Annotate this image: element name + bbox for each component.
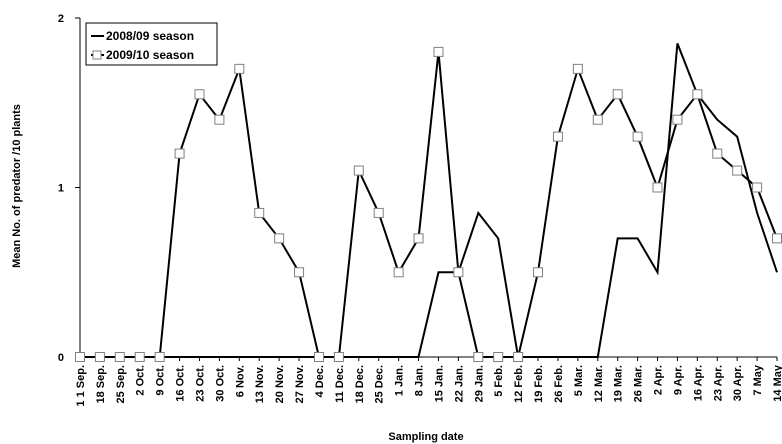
data-point-series-2 <box>174 148 185 159</box>
data-point-series-2 <box>313 352 324 362</box>
axes <box>75 17 778 361</box>
data-point-series-2 <box>752 182 763 193</box>
data-point-series-2 <box>194 89 205 100</box>
y-tick-label: 1 <box>58 183 64 195</box>
data-point-series-2 <box>75 352 85 362</box>
data-point-series-2 <box>154 352 165 362</box>
x-tick-label: 18 Dec. <box>354 365 366 404</box>
x-tick-label: 12 Feb. <box>513 365 525 403</box>
x-tick-label: 11 Dec. <box>334 365 346 403</box>
x-tick-label: 14 May <box>772 364 782 402</box>
y-tick-labels: 0 1 2 <box>58 13 64 364</box>
x-tick-label: 30 Apr. <box>732 365 744 401</box>
x-tick-label: 22 Jan. <box>453 365 465 402</box>
x-tick-label: 16 Apr. <box>692 365 704 401</box>
data-point-series-2 <box>94 352 105 362</box>
data-point-series-2 <box>592 114 603 125</box>
data-point-series-2 <box>473 352 484 362</box>
data-point-series-2 <box>353 165 364 176</box>
x-tick-label: 15 Jan. <box>433 365 445 402</box>
x-tick-label: 2 Apr. <box>653 365 665 395</box>
x-tick-label: 4 Dec. <box>314 365 326 397</box>
data-point-series-2 <box>572 63 583 74</box>
legend-label-series-1: 2008/09 season <box>106 29 194 43</box>
data-point-series-2 <box>114 352 125 362</box>
data-point-series-2 <box>692 89 703 100</box>
data-point-series-2 <box>413 233 424 244</box>
data-point-series-2 <box>134 352 145 362</box>
data-point-series-2 <box>373 207 384 218</box>
data-point-series-2 <box>254 207 265 218</box>
data-point-series-2 <box>652 182 663 193</box>
y-tick-label: 0 <box>58 352 64 364</box>
x-tick-label: 26 Feb. <box>553 365 565 403</box>
x-tick-label: 7 May <box>752 364 764 395</box>
x-tick-label: 30 Oct. <box>214 365 226 402</box>
x-tick-label: 20 Nov. <box>274 365 286 403</box>
x-tick-labels: 1 1 Sep. 18 Sep. 25 Sep. 2 Oct. 9 Oct. 16 Oct… <box>75 364 782 406</box>
x-tick-label: 1 Jan. <box>394 365 406 396</box>
x-tick-label: 5 Feb. <box>493 365 505 397</box>
series-line-1 <box>80 43 778 358</box>
x-tick-label: 9 Oct. <box>155 365 167 396</box>
data-point-series-2 <box>393 267 404 278</box>
x-tick-label: 29 Jan. <box>473 365 485 402</box>
x-tick-label: 18 Sep. <box>95 365 107 404</box>
data-point-series-2 <box>672 114 683 125</box>
data-point-series-2 <box>234 63 245 74</box>
x-tick-label: 6 Nov. <box>234 365 246 397</box>
x-tick-label: 25 Dec. <box>374 365 386 404</box>
series-line-2 <box>80 51 778 358</box>
y-axis-title: Mean No. of predator /10 plants <box>11 104 23 268</box>
data-point-series-2 <box>612 89 623 100</box>
data-point-series-2 <box>453 267 464 278</box>
data-point-series-2 <box>513 352 524 362</box>
legend-box <box>85 22 218 66</box>
x-axis-title: Sampling date <box>388 431 463 443</box>
data-point-series-2 <box>732 165 743 176</box>
x-tick-label: 27 Nov. <box>294 365 306 403</box>
x-tick-label: 13 Nov. <box>254 365 266 403</box>
legend-marker-series-2 <box>92 50 102 60</box>
series-layer <box>75 43 782 362</box>
data-point-series-2 <box>433 46 444 57</box>
x-tick-label: 12 Mar. <box>593 365 605 402</box>
x-tick-label: 19 Feb. <box>533 365 545 403</box>
x-tick-label: 26 Mar. <box>633 365 645 402</box>
x-tick-label: 23 Oct. <box>194 365 206 402</box>
data-point-series-2 <box>772 233 782 244</box>
data-point-series-2 <box>294 267 305 278</box>
data-point-series-2 <box>552 131 563 142</box>
data-point-series-2 <box>333 352 344 362</box>
x-tick-label: 23 Apr. <box>712 365 724 401</box>
data-point-series-2 <box>214 114 225 125</box>
legend-label-series-2: 2009/10 season <box>106 48 194 62</box>
x-tick-label: 19 Mar. <box>613 365 625 402</box>
x-tick-label: 9 Apr. <box>672 365 684 395</box>
data-point-series-2 <box>533 267 544 278</box>
x-tick-label: 5 Mar. <box>573 365 585 396</box>
x-tick-label: 16 Oct. <box>175 365 187 402</box>
y-tick-label: 2 <box>58 13 64 25</box>
x-tick-label: 8 Jan. <box>414 365 426 396</box>
x-tick-label: 2 Oct. <box>135 365 147 396</box>
legend: 2008/09 season 2009/10 season <box>85 22 218 66</box>
data-point-series-2 <box>274 233 285 244</box>
data-point-series-2 <box>712 148 723 159</box>
data-point-series-2 <box>493 352 504 362</box>
data-point-series-2 <box>632 131 643 142</box>
x-tick-label: 1 1 Sep. <box>75 365 87 407</box>
x-tick-label: 25 Sep. <box>115 365 127 404</box>
